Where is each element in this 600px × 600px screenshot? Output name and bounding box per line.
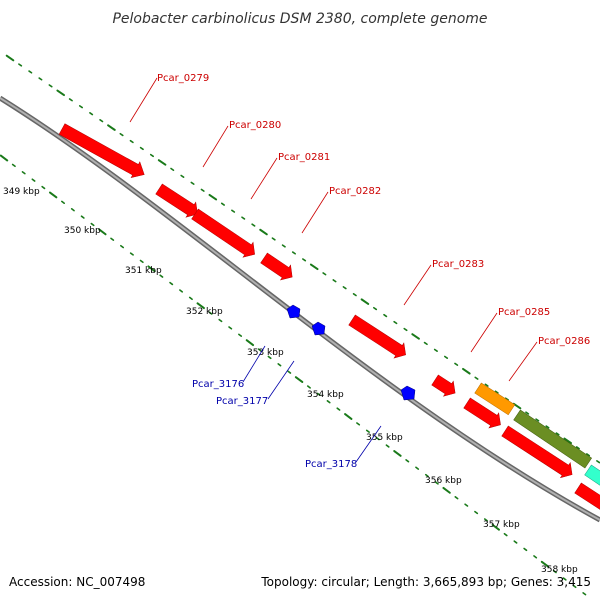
leader-pcar-0285 — [470, 312, 498, 353]
label-pcar-0286[interactable]: Pcar_0286 — [538, 336, 590, 347]
label-pcar-0280[interactable]: Pcar_0280 — [229, 120, 281, 131]
label-pcar-0281[interactable]: Pcar_0281 — [278, 152, 330, 163]
gene-arrow-pcar-3176[interactable] — [286, 304, 301, 319]
leader-pcar-0282 — [301, 191, 329, 234]
reverse-genes — [286, 304, 416, 401]
gene-arrow-orange[interactable] — [474, 382, 516, 416]
forward-genes — [58, 121, 600, 516]
leader-pcar-0283 — [403, 264, 432, 306]
gene-arrow-pcar-0279[interactable] — [58, 121, 149, 182]
leader-pcar-0281 — [250, 157, 278, 200]
label-pcar-0282[interactable]: Pcar_0282 — [329, 186, 381, 197]
gene-labels: Pcar_0279 Pcar_0280 Pcar_0281 Pcar_0282 … — [157, 73, 590, 470]
tick-label-354: 354 kbp — [307, 390, 344, 400]
label-pcar-0279[interactable]: Pcar_0279 — [157, 73, 209, 84]
leader-pcar-0286 — [508, 341, 538, 382]
inner-tick-ring — [0, 154, 587, 596]
gene-arrow-pcar-0283[interactable] — [347, 312, 410, 362]
label-pcar-3177[interactable]: Pcar_3177 — [216, 396, 268, 407]
gene-arrow-pcar-0280[interactable] — [154, 181, 202, 221]
leader-pcar-0279 — [129, 77, 158, 123]
gene-arrow-olive[interactable] — [513, 409, 592, 469]
tick-label-356: 356 kbp — [425, 476, 462, 486]
label-leaders — [129, 77, 538, 463]
tick-label-352: 352 kbp — [186, 307, 223, 317]
tick-label-353: 353 kbp — [247, 348, 284, 358]
leader-pcar-0280 — [202, 125, 229, 168]
gene-arrow-pcar-0284[interactable] — [430, 372, 460, 400]
tick-label-351: 351 kbp — [125, 266, 162, 276]
gene-arrow-next[interactable] — [574, 482, 600, 516]
gene-arrow-teal[interactable] — [584, 464, 600, 493]
gene-arrow-pcar-0282[interactable] — [259, 251, 297, 285]
gene-arrow-pcar-0281[interactable] — [190, 207, 260, 262]
tick-label-357: 357 kbp — [483, 520, 520, 530]
tick-labels: 349 kbp 350 kbp 351 kbp 352 kbp 353 kbp … — [3, 187, 578, 575]
gene-arrow-pcar-0285-lower[interactable] — [462, 395, 505, 432]
accession-text: Accession: NC_007498 — [9, 575, 145, 589]
tick-label-350: 350 kbp — [64, 226, 101, 236]
outer-tick-ring — [5, 54, 600, 464]
map-title: Pelobacter carbinolicus DSM 2380, comple… — [112, 11, 487, 27]
label-pcar-3178[interactable]: Pcar_3178 — [305, 459, 357, 470]
gene-arrow-pcar-3177[interactable] — [311, 321, 326, 336]
tick-label-358: 358 kbp — [541, 565, 578, 575]
leader-pcar-3178 — [355, 425, 382, 463]
tick-rings — [0, 54, 600, 596]
label-pcar-0285[interactable]: Pcar_0285 — [498, 307, 550, 318]
gene-arrow-pcar-0286-lower[interactable] — [500, 423, 577, 482]
tick-label-355: 355 kbp — [366, 433, 403, 443]
gene-arrow-pcar-3178[interactable] — [400, 385, 416, 401]
genome-summary-text: Topology: circular; Length: 3,665,893 bp… — [260, 575, 591, 589]
tick-label-349: 349 kbp — [3, 187, 40, 197]
genome-backbone — [0, 95, 600, 523]
leader-pcar-3177 — [267, 360, 295, 400]
label-pcar-0283[interactable]: Pcar_0283 — [432, 259, 484, 270]
leader-pcar-3176 — [242, 345, 266, 383]
label-pcar-3176[interactable]: Pcar_3176 — [192, 379, 244, 390]
